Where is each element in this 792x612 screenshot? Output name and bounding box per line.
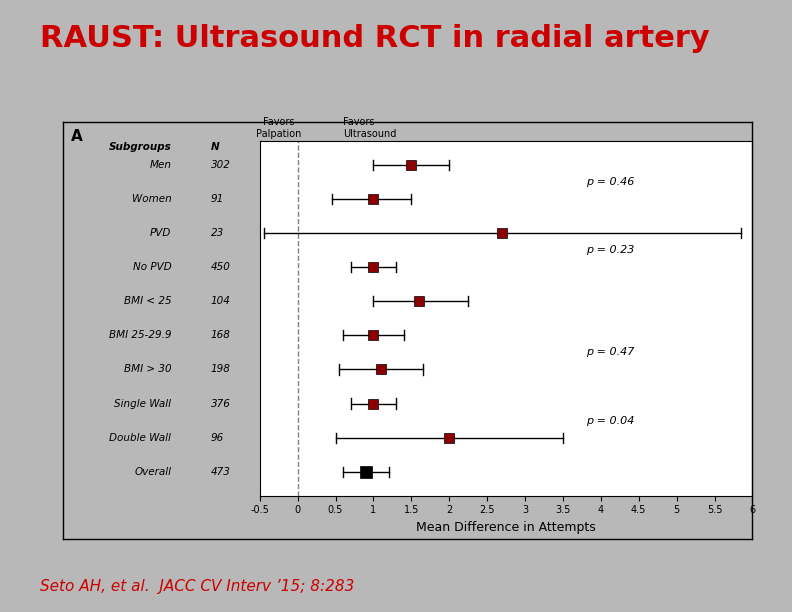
Text: No PVD: No PVD bbox=[132, 262, 171, 272]
Text: 302: 302 bbox=[211, 160, 230, 170]
Text: p = 0.04: p = 0.04 bbox=[585, 416, 634, 425]
Text: BMI > 30: BMI > 30 bbox=[124, 364, 171, 375]
Text: Seto AH, et al.  JACC CV Interv ’15; 8:283: Seto AH, et al. JACC CV Interv ’15; 8:28… bbox=[40, 578, 354, 594]
Text: p = 0.47: p = 0.47 bbox=[585, 348, 634, 357]
Text: 198: 198 bbox=[211, 364, 230, 375]
Text: Men: Men bbox=[150, 160, 171, 170]
Text: 450: 450 bbox=[211, 262, 230, 272]
X-axis label: Mean Difference in Attempts: Mean Difference in Attempts bbox=[416, 521, 596, 534]
Text: Favors
Ultrasound: Favors Ultrasound bbox=[343, 118, 397, 139]
Text: Overall: Overall bbox=[135, 467, 171, 477]
Text: Favors
Palpation: Favors Palpation bbox=[256, 118, 302, 139]
Text: 23: 23 bbox=[211, 228, 224, 238]
Text: p = 0.46: p = 0.46 bbox=[585, 177, 634, 187]
Text: 91: 91 bbox=[211, 194, 224, 204]
Text: Double Wall: Double Wall bbox=[109, 433, 171, 442]
Text: 104: 104 bbox=[211, 296, 230, 306]
Text: BMI < 25: BMI < 25 bbox=[124, 296, 171, 306]
Text: Subgroups: Subgroups bbox=[109, 143, 171, 152]
Text: BMI 25-29.9: BMI 25-29.9 bbox=[109, 330, 171, 340]
Text: PVD: PVD bbox=[150, 228, 171, 238]
Text: 376: 376 bbox=[211, 398, 230, 409]
Text: 96: 96 bbox=[211, 433, 224, 442]
Text: Women: Women bbox=[131, 194, 171, 204]
Text: RAUST: Ultrasound RCT in radial artery: RAUST: Ultrasound RCT in radial artery bbox=[40, 24, 710, 53]
Text: N: N bbox=[211, 143, 219, 152]
Text: Single Wall: Single Wall bbox=[114, 398, 171, 409]
Text: 168: 168 bbox=[211, 330, 230, 340]
Text: p = 0.23: p = 0.23 bbox=[585, 245, 634, 255]
Text: 473: 473 bbox=[211, 467, 230, 477]
Text: A: A bbox=[71, 129, 83, 144]
